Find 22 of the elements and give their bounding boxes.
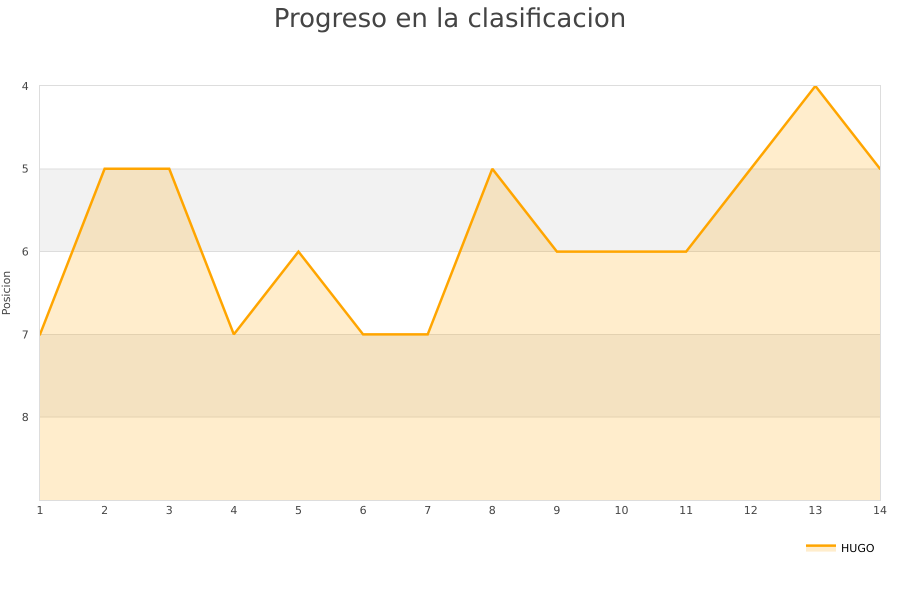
chart-title: Progreso en la clasificacion xyxy=(274,4,626,34)
legend-label: HUGO xyxy=(841,542,875,555)
x-tick-label: 10 xyxy=(614,504,629,518)
x-tick-label: 13 xyxy=(808,504,822,518)
x-tick-label: 1 xyxy=(36,504,44,518)
x-tick-label: 8 xyxy=(488,504,496,518)
x-tick-label: 12 xyxy=(744,504,758,518)
x-tick-label: 2 xyxy=(101,504,108,518)
x-tick-label: 3 xyxy=(166,504,173,518)
y-tick-label: 5 xyxy=(22,162,29,176)
x-tick-label: 11 xyxy=(679,504,694,518)
x-tick-label: 7 xyxy=(424,504,432,518)
x-tick-label: 14 xyxy=(873,504,887,518)
x-tick-label: 6 xyxy=(360,504,367,518)
y-tick-label: 6 xyxy=(22,245,29,258)
y-tick-label: 8 xyxy=(22,411,29,424)
x-tick-label: 9 xyxy=(553,504,560,518)
y-tick-label: 7 xyxy=(22,328,29,342)
x-tick-label: 4 xyxy=(230,504,238,518)
y-tick-label: 4 xyxy=(22,80,29,93)
x-tick-label: 5 xyxy=(294,504,302,518)
y-axis-title: Posicion xyxy=(0,270,13,316)
